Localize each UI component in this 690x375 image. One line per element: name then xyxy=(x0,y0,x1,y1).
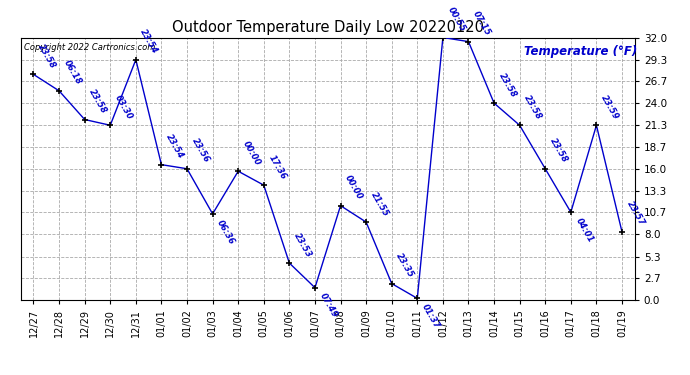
Text: 17:36: 17:36 xyxy=(266,153,288,181)
Text: 21:55: 21:55 xyxy=(369,190,390,218)
Text: 23:56: 23:56 xyxy=(190,137,211,165)
Text: 23:58: 23:58 xyxy=(37,42,57,70)
Text: 04:01: 04:01 xyxy=(573,216,595,244)
Text: 01:37: 01:37 xyxy=(420,303,442,330)
Text: 23:54: 23:54 xyxy=(139,28,160,56)
Text: 23:57: 23:57 xyxy=(624,200,646,228)
Text: 00:00: 00:00 xyxy=(241,139,262,167)
Text: 23:58: 23:58 xyxy=(88,88,109,116)
Text: 23:58: 23:58 xyxy=(522,93,544,121)
Text: 06:18: 06:18 xyxy=(62,59,83,87)
Text: 07:15: 07:15 xyxy=(471,10,493,38)
Title: Outdoor Temperature Daily Low 20220120: Outdoor Temperature Daily Low 20220120 xyxy=(172,20,484,35)
Text: 23:58: 23:58 xyxy=(497,71,518,99)
Text: 23:59: 23:59 xyxy=(599,93,620,121)
Text: Copyright 2022 Cartronics.com: Copyright 2022 Cartronics.com xyxy=(23,43,155,52)
Text: 06:36: 06:36 xyxy=(215,218,237,246)
Text: 23:35: 23:35 xyxy=(395,252,416,279)
Text: 23:58: 23:58 xyxy=(548,137,569,165)
Text: 23:53: 23:53 xyxy=(292,231,313,259)
Text: 00:55: 00:55 xyxy=(446,6,467,33)
Text: 00:00: 00:00 xyxy=(344,174,364,201)
Text: 07:49: 07:49 xyxy=(317,292,339,320)
Text: 03:30: 03:30 xyxy=(113,93,135,121)
Text: 23:54: 23:54 xyxy=(164,133,186,160)
Text: Temperature (°F): Temperature (°F) xyxy=(524,45,638,58)
